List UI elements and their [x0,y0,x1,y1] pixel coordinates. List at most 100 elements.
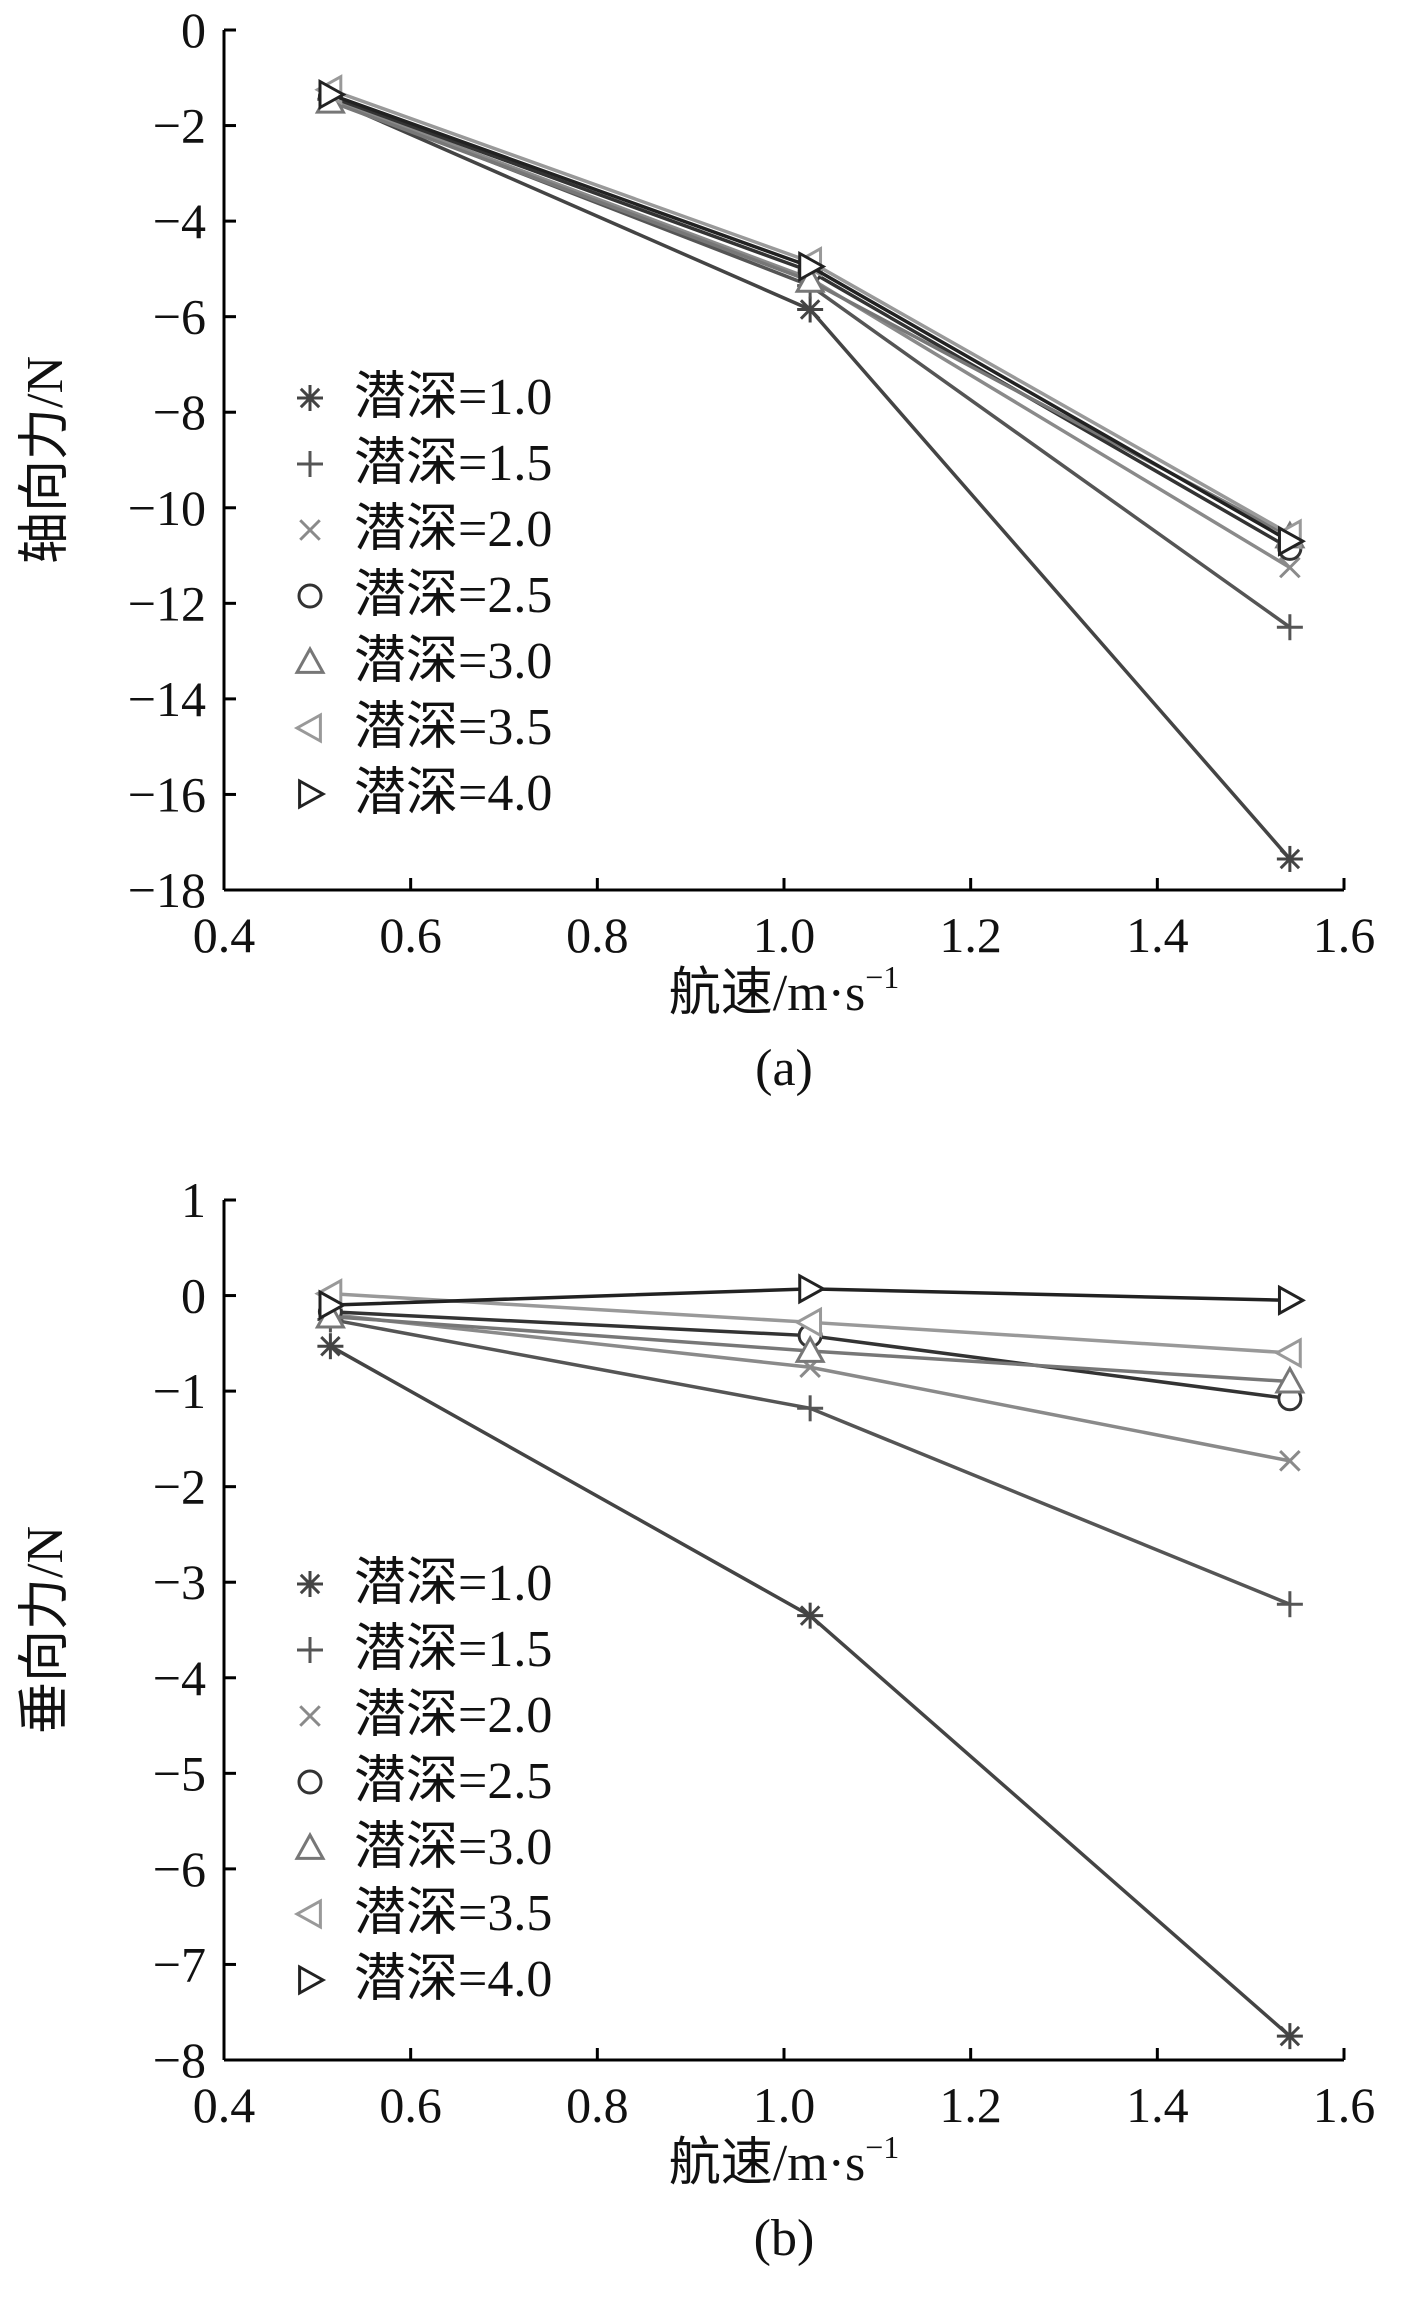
data-point-marker [1276,845,1303,872]
data-point-marker [794,1306,823,1338]
data-point-marker [797,296,824,323]
data-point-marker [1276,1591,1303,1618]
data-point-marker [1279,556,1301,579]
x-tick-label: 0.4 [193,907,256,963]
data-point-marker [797,1602,824,1629]
x-tick-label: 0.6 [379,2077,442,2133]
data-point-marker [1279,1450,1301,1472]
legend-marker [297,1637,323,1663]
data-point-marker-shape [794,1334,826,1363]
y-tick-label: −6 [153,289,206,345]
data-point-marker [1274,1365,1306,1394]
legend-marker-shape [298,778,327,810]
x-tick-label: 1.0 [753,2077,816,2133]
x-tick-label: 0.4 [193,2077,256,2133]
data-point-marker [1276,2023,1303,2050]
legend-marker [294,1831,326,1860]
data-point-marker-shape [1277,525,1306,557]
data-point-marker-shape [798,1273,827,1305]
x-tick-label: 0.8 [566,907,629,963]
legend-marker-stroke [299,519,321,541]
legend-marker [297,1769,323,1795]
data-point-marker [794,264,826,293]
legend-marker [298,778,327,810]
legend-marker-shape [293,1898,322,1930]
legend-marker [299,519,321,541]
legend-label: 潜深=4.0 [354,765,552,822]
legend-marker [293,1898,322,1930]
panel-a: 0.4 0.6 0.8 1.0 1.2 1.4 1.6 0 −2 −4 −6 −8 −10 −12 −14 −… [17,2,1375,1097]
legend: 潜深=1.0 潜深=1.5 潜深=2.0 潜深=2.5 潜深=3.0 潜深=3.5 潜深=4… [293,369,552,822]
y-tick-label: −8 [153,2032,206,2088]
legend-item: 潜深=3.0 [294,633,552,690]
legend-item: 潜深=3.0 [294,1819,552,1876]
legend-item: 潜深=2.0 [299,501,552,558]
y-tick-label: −14 [128,671,206,727]
legend-marker [297,451,323,477]
legend-item: 潜深=3.5 [293,1885,552,1942]
legend-label: 潜深=2.0 [354,1687,552,1744]
legend-marker-stroke [299,1573,321,1595]
x-tick-label: 1.4 [1126,2077,1189,2133]
data-point-marker [797,1395,824,1422]
x-axis-title: 航速/m·s−1 [669,959,900,1022]
panel-label: (a) [755,1040,813,1097]
x-axis-title-superscript: −1 [865,959,899,995]
data-point-marker [318,78,347,111]
data-point-marker-shape [1277,1284,1306,1316]
x-tick-label: 1.0 [753,907,816,963]
data-point-marker [318,1289,347,1321]
x-tick-label: 0.6 [379,907,442,963]
y-axis-title: 轴向力/N [17,356,74,564]
data-point-marker [1277,525,1306,557]
x-axis-title-superscript: −1 [865,2129,899,2165]
legend-marker [299,1705,321,1727]
x-tick-label: 1.2 [939,907,1002,963]
x-axis-title-text: 航速/m·s [669,2135,865,2192]
x-axis-title-text: 航速/m·s [669,965,865,1022]
y-tick-label: −3 [153,1554,206,1610]
x-tick-label: 1.6 [1313,2077,1376,2133]
data-point-marker-shape [794,264,826,293]
legend-label: 潜深=1.5 [354,1621,552,1678]
y-tick-label: −6 [153,1841,206,1897]
data-point-marker-stroke [1279,556,1301,579]
legend-label: 潜深=2.5 [354,567,552,624]
legend-marker [293,712,322,744]
legend-item: 潜深=1.0 [297,1555,552,1612]
data-point-marker-shape [1273,1337,1302,1369]
panel-label: (b) [754,2210,815,2267]
legend: 潜深=1.0 潜深=1.5 潜深=2.0 潜深=2.5 潜深=3.0 潜深=3.5 潜深=4… [293,1555,552,2008]
data-point-marker-shape [318,78,347,111]
x-tick-label: 1.2 [939,2077,1002,2133]
data-point-marker-stroke [1279,2025,1301,2047]
y-tick-label: −5 [153,1745,206,1801]
data-point-marker [798,250,827,283]
y-tick-label: −1 [153,1363,206,1419]
y-tick-label: −10 [128,480,206,536]
y-tick-label: 0 [181,1268,206,1324]
y-tick-label: −7 [153,1936,206,1992]
y-tick-label: −4 [153,193,206,249]
legend-item: 潜深=1.5 [297,435,552,492]
data-point-marker-shape [794,1306,823,1338]
legend-marker [294,645,326,674]
data-point-marker-stroke [1279,1450,1301,1472]
data-point-marker-shape [318,1289,347,1321]
data-point-marker [317,1333,344,1360]
legend-item: 潜深=4.0 [298,1951,552,2008]
x-tick-label: 1.6 [1313,907,1376,963]
data-point-marker [1277,1284,1306,1316]
data-point-marker-stroke [799,299,821,320]
legend-label: 潜深=1.0 [354,369,552,426]
data-point-marker [1273,1337,1302,1369]
y-tick-label: −12 [128,575,206,631]
legend-item: 潜深=2.0 [299,1687,552,1744]
y-tick-label: −4 [153,1650,206,1706]
data-point-marker [798,1273,827,1305]
legend-label: 潜深=3.0 [354,633,552,690]
legend-marker [297,583,323,609]
y-tick-label: 0 [181,2,206,58]
